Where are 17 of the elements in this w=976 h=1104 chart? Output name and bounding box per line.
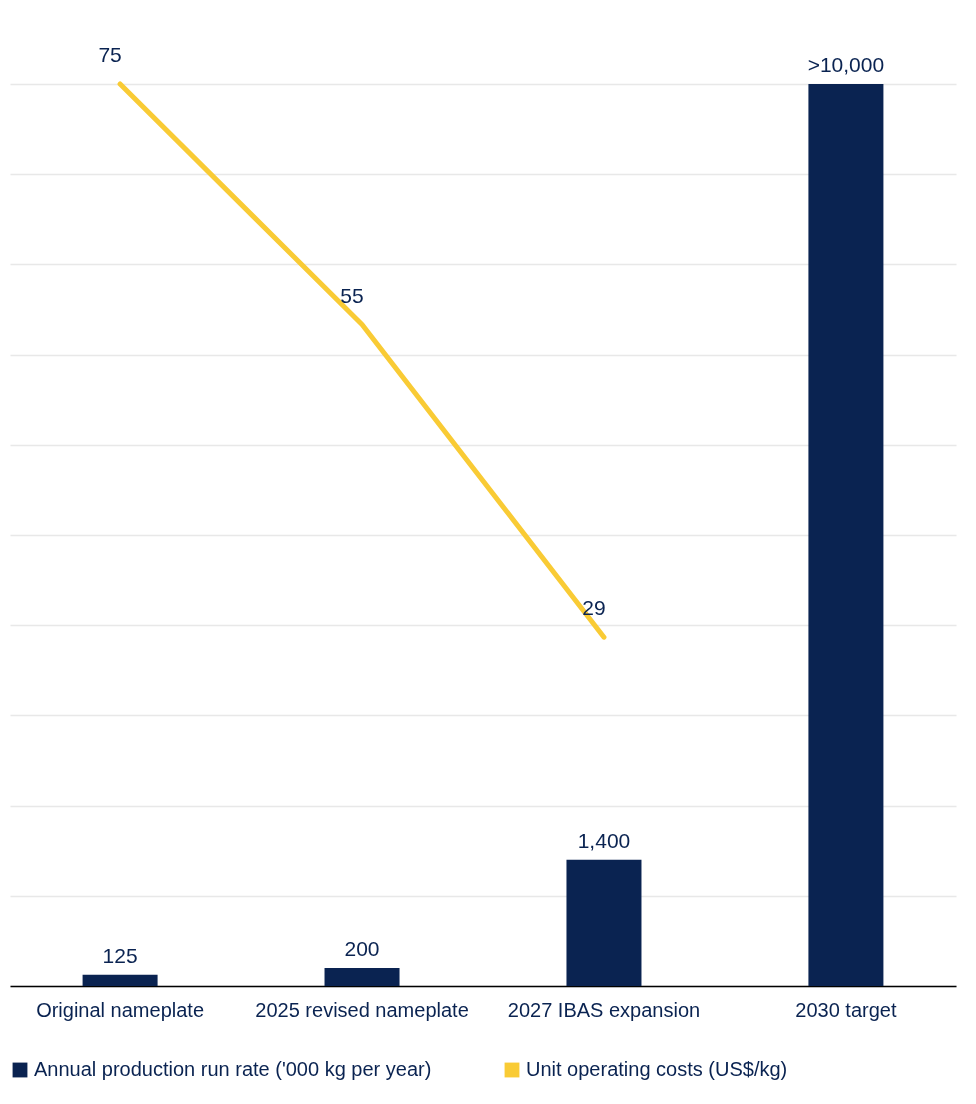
x-tick-label: 2025 revised nameplate — [255, 998, 469, 1021]
legend-label: Unit operating costs (US$/kg) — [526, 1058, 788, 1080]
bar — [566, 859, 642, 986]
x-tick-label: Original nameplate — [36, 998, 205, 1021]
legend-label: Annual production run rate ('000 kg per year) — [34, 1058, 432, 1080]
data-label: 1,400 — [577, 828, 631, 852]
bar — [808, 84, 884, 986]
data-label: 200 — [344, 936, 380, 960]
data-label: 75 — [98, 43, 122, 66]
data-label: 29 — [582, 596, 606, 620]
bar — [324, 967, 400, 986]
bar — [82, 974, 158, 986]
x-tick-label: 2030 target — [795, 998, 897, 1021]
data-label: >10,000 — [807, 53, 885, 76]
x-tick-label: 2027 IBAS expansion — [507, 998, 701, 1021]
data-label: 55 — [340, 283, 364, 307]
data-label: 125 — [102, 943, 138, 967]
